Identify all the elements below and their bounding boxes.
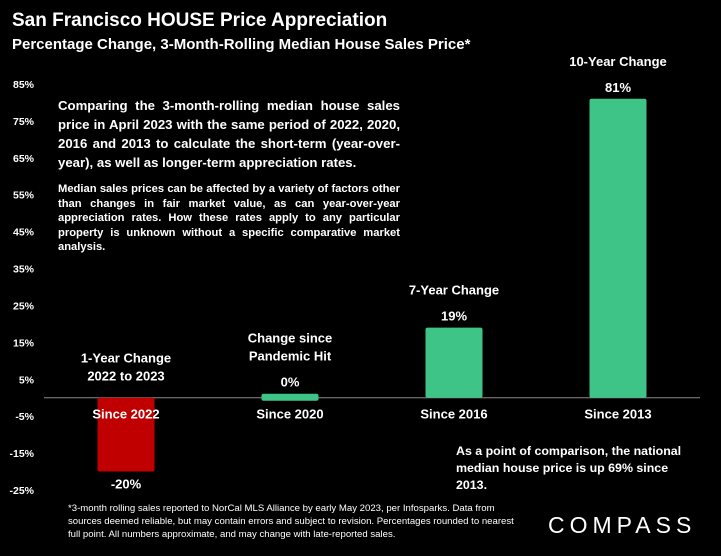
y-tick-label: -25% [9, 485, 34, 497]
chart-title: San Francisco HOUSE Price Appreciation [12, 10, 388, 31]
bar-since-2020 [261, 393, 319, 401]
category-title: 1-Year Change [81, 351, 171, 366]
bar-since-2022 [97, 397, 155, 472]
bar-labels: Since 2022 -20% 1-Year Change 2022 to 2023 S… [81, 54, 667, 492]
y-tick-label: 15% [13, 337, 35, 349]
category-title: 7-Year Change [409, 283, 499, 298]
bar-since-2013 [589, 98, 647, 398]
category-label: Since 2020 [256, 407, 323, 422]
y-tick-label: -15% [9, 448, 34, 460]
data-label: 81% [605, 80, 631, 95]
y-tick-label: 45% [13, 227, 35, 239]
y-tick-label: 25% [13, 300, 35, 312]
data-label: 0% [281, 375, 300, 390]
compass-logo: COMPASS [548, 512, 697, 538]
chart-subtitle: Percentage Change, 3-Month-Rolling Media… [12, 36, 471, 53]
y-tick-label: 5% [19, 374, 35, 386]
data-label: 19% [441, 309, 467, 324]
description-secondary: Median sales prices can be affected by a… [58, 183, 400, 253]
category-label: Since 2022 [92, 407, 159, 422]
category-title: 10-Year Change [569, 54, 667, 69]
footnote: *3-month rolling sales reported to NorCa… [68, 503, 514, 540]
data-label: -20% [111, 477, 142, 492]
comparison-note: As a point of comparison, the national m… [456, 444, 682, 492]
y-tick-label: 55% [13, 190, 35, 202]
y-tick-label: 35% [13, 264, 35, 276]
category-title: Pandemic Hit [249, 349, 332, 364]
bars [97, 98, 647, 472]
category-title: Change since [248, 331, 333, 346]
category-title: 2022 to 2023 [87, 369, 164, 384]
description-box: Comparing the 3-month-rolling median hou… [58, 96, 400, 255]
y-tick-label: 85% [13, 79, 35, 91]
bar-since-2016 [425, 327, 483, 398]
description-main: Comparing the 3-month-rolling median hou… [58, 98, 400, 170]
category-label: Since 2016 [420, 407, 487, 422]
category-label: Since 2013 [584, 407, 651, 422]
y-tick-label: 75% [13, 116, 35, 128]
y-tick-label: 65% [13, 153, 35, 165]
y-tick-label: -5% [15, 411, 34, 423]
y-axis: -25% -15% -5% 5% 15% 25% 35% 45% 55% 65% 75% 85% [9, 79, 700, 497]
